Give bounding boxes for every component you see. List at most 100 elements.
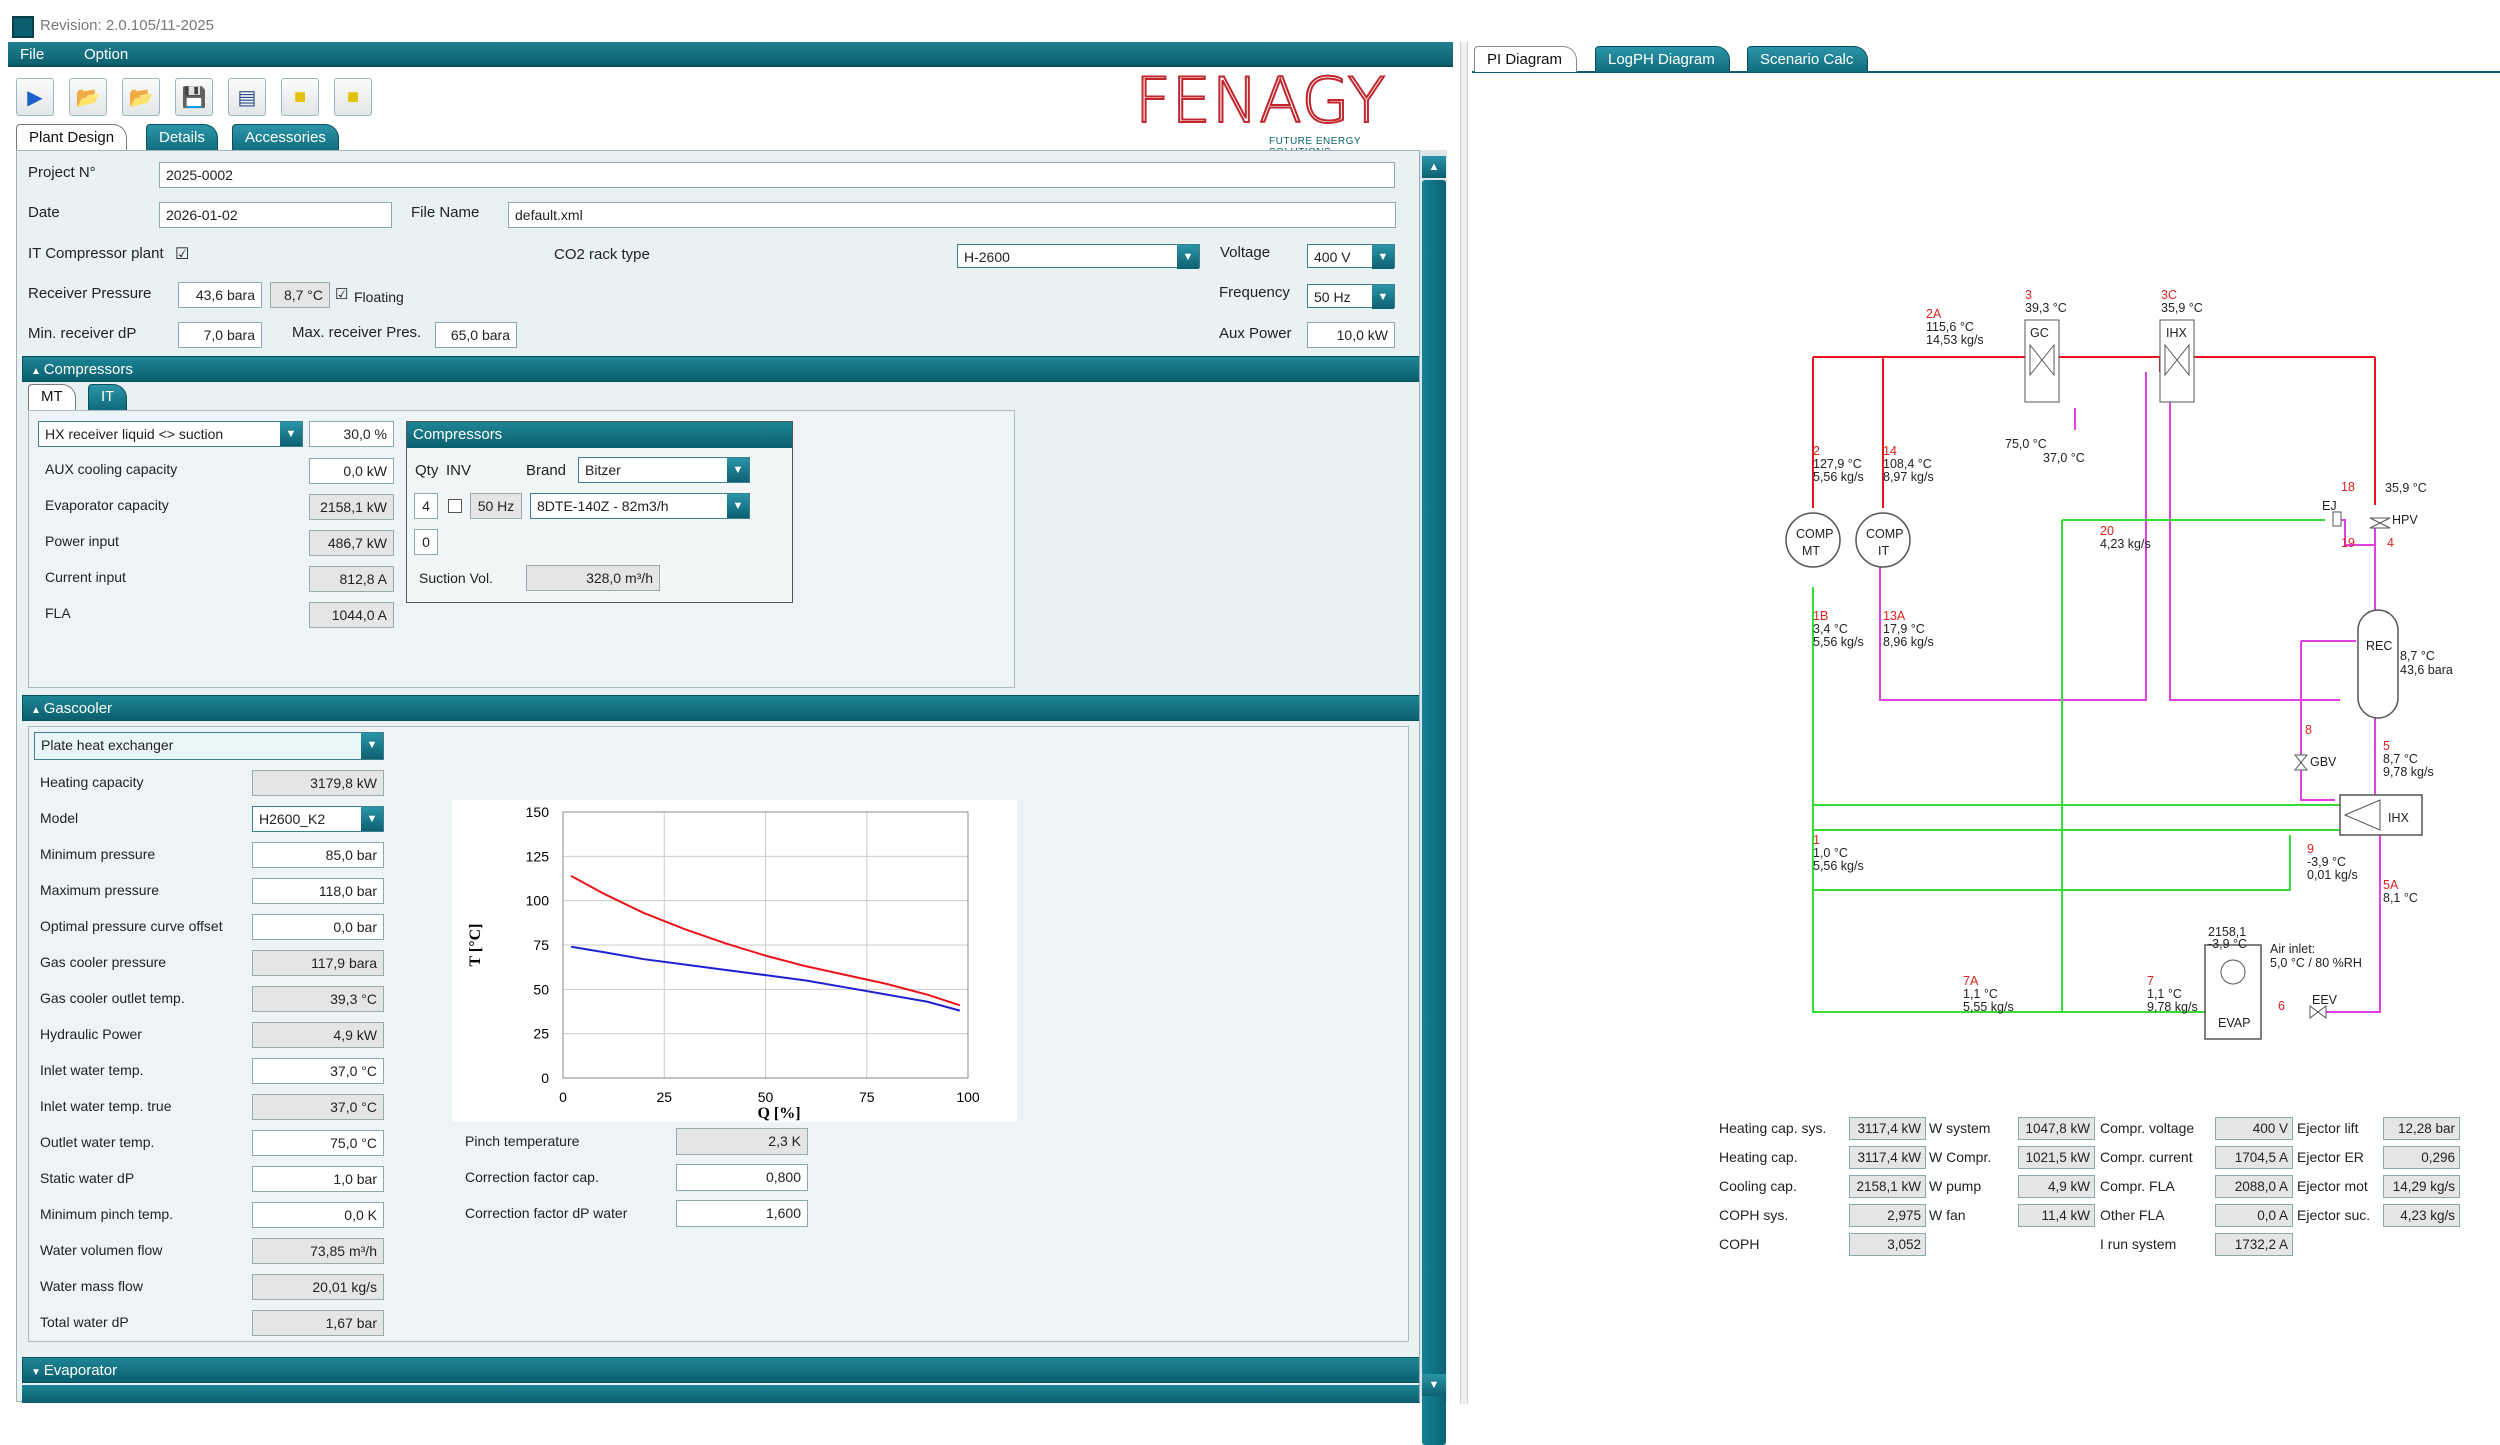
max-p-input[interactable]: 65,0 bara xyxy=(435,322,517,348)
frequency-dropdown[interactable]: 50 Hz ▼ xyxy=(1307,284,1395,309)
gascooler-section-header[interactable]: ▲ Gascooler xyxy=(22,695,1420,721)
chevron-down-icon: ▼ xyxy=(727,494,749,518)
corr-cap-input[interactable]: 0,800 xyxy=(676,1164,808,1191)
result-value: 1732,2 A xyxy=(2215,1233,2293,1256)
hpv-valve xyxy=(2369,517,2391,529)
right-tab-underline xyxy=(1472,71,2500,73)
pi-point-label: 13A 17,9 °C 8,96 kg/s xyxy=(1883,610,1934,649)
scroll-up-button[interactable]: ▲ xyxy=(1422,156,1446,178)
comp-it-name: COMP xyxy=(1866,527,1904,541)
compressor-model-dropdown[interactable]: 8DTE-140Z - 82m3/h ▼ xyxy=(530,493,750,519)
note-button[interactable]: ■ xyxy=(281,78,319,116)
it-comp-checkbox[interactable]: ☑ xyxy=(175,246,190,263)
tab-accessories[interactable]: Accessories xyxy=(232,124,339,152)
filename-input[interactable]: default.xml xyxy=(508,202,1396,228)
chevron-down-icon: ▼ xyxy=(1177,245,1199,269)
open-button[interactable]: 📂 xyxy=(122,78,160,116)
date-input[interactable]: 2026-01-02 xyxy=(159,202,392,228)
pane-divider[interactable] xyxy=(1460,42,1468,1404)
gc-row-value[interactable]: 0,0 bar xyxy=(252,914,384,940)
date-label: Date xyxy=(28,204,60,221)
y-tick-label: 75 xyxy=(533,937,549,953)
series-line-1 xyxy=(570,945,961,1012)
menu-option[interactable]: Option xyxy=(84,46,129,63)
rack-dropdown[interactable]: H-2600 ▼ xyxy=(957,244,1200,269)
hx-percent-input[interactable]: 30,0 % xyxy=(309,421,394,447)
result-value: 4,23 kg/s xyxy=(2383,1204,2460,1227)
run-button[interactable]: ▶ xyxy=(16,78,54,116)
window-title: Revision: 2.0.105/11-2025 xyxy=(40,17,215,34)
note2-button[interactable]: ■ xyxy=(334,78,372,116)
tab-mt[interactable]: MT xyxy=(28,384,76,410)
gc-row-label: Inlet water temp. true xyxy=(40,1098,172,1114)
compressors-section-header[interactable]: ▲ Compressors xyxy=(22,356,1420,382)
gc-row-value[interactable]: 37,0 °C xyxy=(252,1058,384,1084)
pi-point-flow: 8,96 kg/s xyxy=(1883,635,1934,649)
gc-row-value[interactable]: 1,0 bar xyxy=(252,1166,384,1192)
corr-dp-input[interactable]: 1,600 xyxy=(676,1200,808,1227)
floating-checkbox[interactable]: ☑ xyxy=(335,286,349,303)
new-button[interactable]: 📂 xyxy=(69,78,107,116)
qty2-input[interactable]: 0 xyxy=(414,529,438,555)
compressor-model-value: 8DTE-140Z - 82m3/h xyxy=(537,498,669,514)
brand-value: Bitzer xyxy=(585,462,621,478)
pi-point-flow: 8,97 kg/s xyxy=(1883,470,1934,484)
ihx-symbol xyxy=(2343,799,2381,831)
hx-mode-dropdown[interactable]: HX receiver liquid <> suction ▼ xyxy=(38,421,303,447)
tab-pi-diagram[interactable]: PI Diagram xyxy=(1474,46,1578,72)
aux-power-input[interactable]: 10,0 kW xyxy=(1307,322,1395,348)
pi-point-flow: 5,55 kg/s xyxy=(1963,1000,2014,1014)
floating-label: Floating xyxy=(354,289,404,305)
pi-point-temp: 127,9 °C xyxy=(1813,457,1862,471)
brand-dropdown[interactable]: Bitzer ▼ xyxy=(578,457,750,483)
gc-model-dropdown[interactable]: H2600_K2 ▼ xyxy=(252,806,384,832)
title-bar: Revision: 2.0.105/11-2025 xyxy=(0,0,2500,44)
comp-row-value: 486,7 kW xyxy=(309,530,394,556)
comp-mt-name: COMP xyxy=(1796,527,1834,541)
result-label: Compr. FLA xyxy=(2100,1178,2175,1194)
receiver-pressure-input[interactable]: 43,6 bara xyxy=(178,282,262,308)
plot-frame xyxy=(562,811,969,1079)
gc-row-value[interactable]: 0,0 K xyxy=(252,1202,384,1228)
tab-logph-diagram[interactable]: LogPH Diagram xyxy=(1595,46,1730,72)
inv-checkbox[interactable] xyxy=(448,499,462,513)
gc-row-value[interactable]: 118,0 bar xyxy=(252,878,384,904)
gc-row-value[interactable]: 75,0 °C xyxy=(252,1130,384,1156)
tab-scenario-calc[interactable]: Scenario Calc xyxy=(1747,46,1869,72)
scroll-thumb[interactable] xyxy=(1422,180,1446,1445)
pi-point-label: 6 xyxy=(2278,1000,2285,1013)
report-button[interactable]: ▤ xyxy=(228,78,266,116)
voltage-dropdown[interactable]: 400 V ▼ xyxy=(1307,244,1395,269)
fenagy-logo: FENAGY FUTURE ENERGY SOLUTIONS xyxy=(1134,69,1425,159)
tab-details[interactable]: Details xyxy=(146,124,218,152)
tab-plant-design[interactable]: Plant Design xyxy=(16,124,128,152)
project-no-input[interactable]: 2025-0002 xyxy=(159,162,1395,188)
evaporator-section-header[interactable]: ▼ Evaporator xyxy=(22,1357,1420,1383)
scroll-down-button[interactable]: ▼ xyxy=(1422,1374,1446,1396)
green-1b xyxy=(1812,587,2195,1013)
menu-file[interactable]: File xyxy=(20,46,45,63)
series-line-0 xyxy=(570,874,961,1007)
comp-row-label: AUX cooling capacity xyxy=(45,461,178,477)
gc-temp-1: 75,0 °C xyxy=(2005,437,2047,451)
result-value: 0,296 xyxy=(2383,1146,2460,1169)
left-scrollbar[interactable]: ▲ ▼ xyxy=(1419,150,1447,1445)
min-dp-input[interactable]: 7,0 bara xyxy=(178,322,262,348)
comp-row-value: 2158,1 kW xyxy=(309,494,394,520)
gascooler-type-dropdown[interactable]: Plate heat exchanger ▼ xyxy=(34,732,384,760)
gc-row-label: Heating capacity xyxy=(40,774,144,790)
gc-row-value[interactable]: 85,0 bar xyxy=(252,842,384,868)
collapse-icon: ▲ xyxy=(31,705,44,716)
gc-row-label: Water volumen flow xyxy=(40,1242,163,1258)
result-value: 1021,5 kW xyxy=(2018,1146,2095,1169)
comp-row-value[interactable]: 0,0 kW xyxy=(309,458,394,484)
pi-point-label: 3C 35,9 °C xyxy=(2161,289,2203,315)
pi-point-temp: 115,6 °C xyxy=(1926,320,1974,334)
expand-icon: ▼ xyxy=(31,1367,44,1378)
save-button[interactable]: 💾 xyxy=(175,78,213,116)
qty-input[interactable]: 4 xyxy=(414,493,438,519)
chart-ylabel: T [°C] xyxy=(467,924,484,967)
gbv-name: GBV xyxy=(2310,755,2337,769)
tab-it[interactable]: IT xyxy=(88,384,128,410)
next-section-header[interactable] xyxy=(22,1385,1420,1403)
